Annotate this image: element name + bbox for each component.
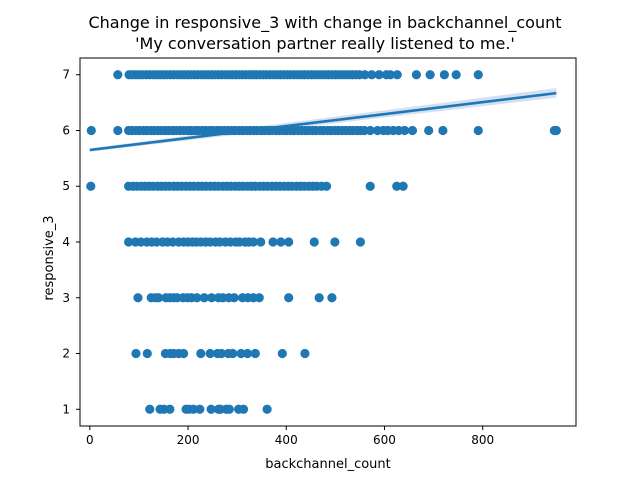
- points-layer: [86, 70, 561, 414]
- data-point: [276, 237, 286, 247]
- data-point: [199, 293, 209, 303]
- data-point: [229, 293, 239, 303]
- data-point: [250, 348, 260, 359]
- data-point: [551, 125, 561, 136]
- y-tick-label: 3: [62, 291, 70, 305]
- data-point: [284, 237, 294, 247]
- data-point: [277, 348, 287, 359]
- regression-line: [89, 91, 557, 152]
- data-point: [256, 237, 266, 247]
- y-tick-label: 6: [62, 123, 70, 137]
- data-point: [192, 293, 202, 303]
- data-point: [411, 70, 421, 80]
- data-point: [360, 70, 370, 80]
- data-point: [195, 404, 205, 414]
- data-point: [113, 125, 123, 136]
- data-point: [400, 125, 410, 136]
- data-point: [424, 125, 434, 136]
- data-point: [113, 70, 123, 80]
- data-point: [451, 70, 461, 80]
- data-point: [86, 125, 96, 136]
- data-point: [196, 348, 206, 359]
- y-tick-label: 2: [62, 347, 70, 361]
- data-point: [309, 237, 319, 247]
- data-point: [124, 237, 134, 247]
- data-point: [365, 181, 375, 191]
- x-tick-label: 200: [177, 433, 200, 447]
- data-point: [407, 125, 418, 136]
- data-point: [365, 125, 375, 136]
- y-tick-label: 7: [62, 68, 70, 82]
- data-point: [268, 237, 278, 247]
- data-point: [228, 348, 238, 359]
- data-point: [300, 348, 310, 359]
- data-point: [236, 348, 246, 359]
- data-point: [206, 404, 216, 414]
- y-tick-label: 1: [62, 402, 70, 416]
- data-point: [439, 70, 449, 80]
- x-tick-label: 0: [86, 433, 94, 447]
- y-tick-label: 4: [62, 235, 70, 249]
- x-axis-ticks: 0 200 400 600 800: [86, 426, 494, 447]
- data-point: [438, 125, 448, 136]
- data-point: [392, 70, 402, 80]
- data-point: [425, 70, 435, 80]
- x-tick-label: 400: [275, 433, 298, 447]
- data-point: [133, 293, 143, 303]
- data-point: [473, 70, 483, 80]
- data-point: [188, 404, 199, 414]
- data-point: [153, 293, 164, 303]
- data-point: [205, 348, 215, 359]
- data-point: [165, 404, 175, 414]
- data-point: [473, 125, 483, 136]
- data-point: [224, 404, 234, 414]
- data-point: [392, 181, 402, 191]
- x-axis-label: backchannel_count: [265, 457, 391, 472]
- data-point: [374, 70, 384, 80]
- chart-title: Change in responsive_3 with change in ba…: [88, 13, 561, 33]
- data-point: [284, 293, 294, 303]
- data-point: [242, 348, 253, 359]
- data-point: [216, 348, 227, 359]
- y-axis-ticks: 1 2 3 4 5 6 7: [62, 68, 80, 416]
- y-axis-label: responsive_3: [42, 215, 57, 300]
- regression-line-layer: [89, 91, 557, 152]
- data-point: [355, 237, 366, 247]
- data-point: [86, 181, 96, 191]
- data-point: [179, 348, 189, 359]
- data-point: [238, 404, 249, 414]
- data-point: [131, 348, 141, 359]
- y-tick-label: 5: [62, 179, 70, 193]
- data-point: [314, 293, 324, 303]
- data-point: [367, 70, 377, 80]
- data-point: [330, 237, 340, 247]
- x-tick-label: 800: [471, 433, 494, 447]
- data-point: [248, 237, 258, 247]
- data-point: [398, 181, 408, 191]
- chart-subtitle: 'My conversation partner really listened…: [135, 34, 515, 53]
- data-point: [207, 293, 217, 303]
- data-point: [142, 348, 152, 359]
- data-point: [321, 181, 332, 191]
- x-tick-label: 600: [373, 433, 396, 447]
- data-point: [254, 293, 264, 303]
- data-point: [327, 293, 337, 303]
- data-point: [262, 404, 272, 414]
- data-point: [145, 404, 155, 414]
- data-point: [385, 70, 395, 80]
